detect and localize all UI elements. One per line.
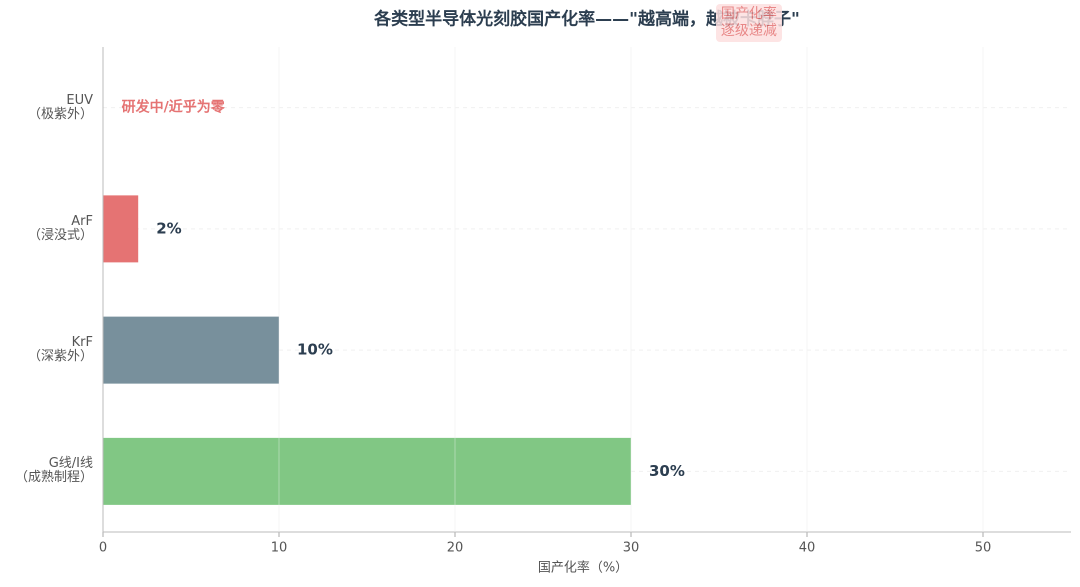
bar [103, 316, 279, 384]
chart-title: 各类型半导体光刻胶国产化率——"越高端，越被卡脖子" [373, 9, 800, 30]
x-tick-label: 40 [799, 541, 816, 556]
x-tick-label: 20 [447, 541, 464, 556]
x-tick-label: 50 [975, 541, 992, 556]
x-tick-label: 30 [623, 541, 640, 556]
y-tick-label: ArF （浸没式） [27, 213, 93, 243]
annotation-box: 国产化率 逐级递减 [715, 4, 782, 42]
bar [103, 195, 139, 263]
x-axis-label: 国产化率（%） [538, 560, 628, 576]
x-tick-label: 0 [99, 541, 107, 556]
value-label: 30% [649, 462, 685, 480]
value-label: 2% [156, 219, 181, 237]
annotation: 研发中/近乎为零 [122, 99, 226, 116]
value-label: 10% [297, 341, 333, 359]
y-tick-label: KrF （深紫外） [27, 335, 93, 365]
bar [103, 437, 631, 505]
y-tick-label: EUV （极紫外） [27, 92, 93, 122]
y-tick-label: G线/I线 （成熟制程） [14, 456, 93, 486]
x-tick-label: 10 [271, 541, 288, 556]
